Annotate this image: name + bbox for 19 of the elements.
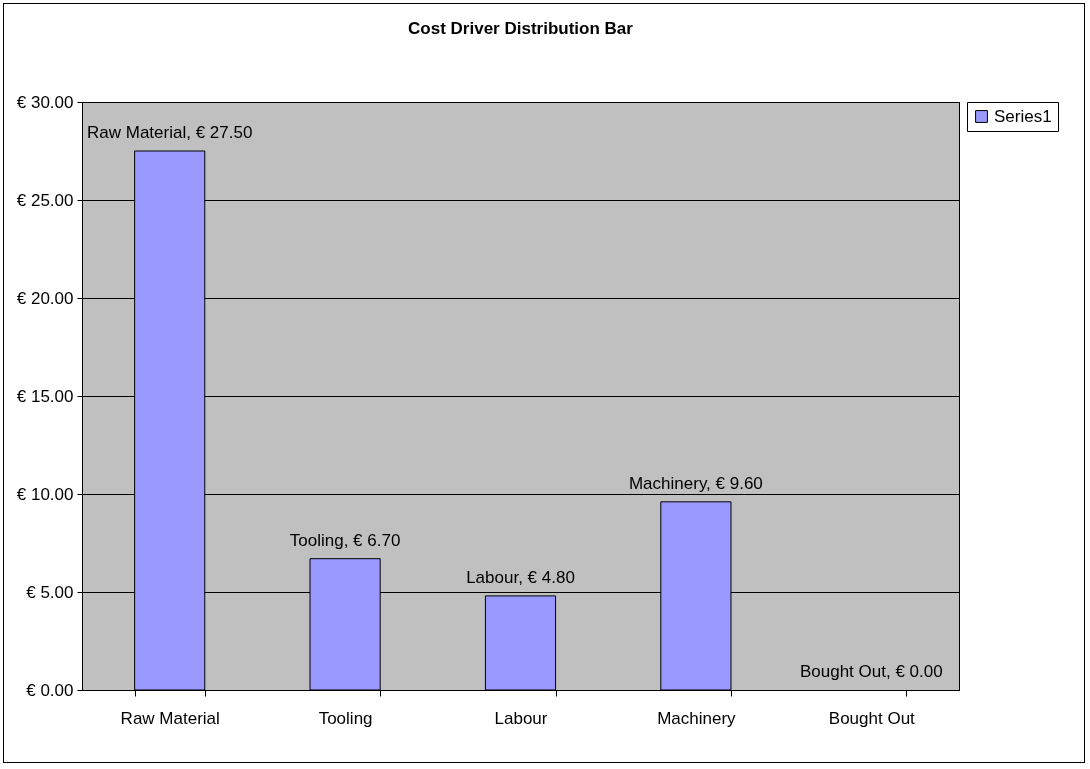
x-tick-label: Raw Material	[120, 708, 220, 728]
y-tick-label: € 5.00	[26, 582, 74, 602]
x-tick-label: Machinery	[657, 708, 737, 728]
x-tick-label: Labour	[494, 708, 548, 728]
x-tick-label: Tooling	[318, 708, 373, 728]
data-label: Machinery, € 9.60	[628, 473, 763, 493]
y-tick-label: € 30.00	[16, 92, 74, 112]
y-tick-label: € 20.00	[16, 288, 74, 308]
y-tick-label: € 0.00	[26, 680, 74, 700]
y-tick-label: € 15.00	[16, 386, 74, 406]
chart-title: Cost Driver Distribution Bar	[408, 19, 634, 38]
x-tick-label: Bought Out	[828, 708, 916, 728]
data-label: Tooling, € 6.70	[289, 530, 401, 550]
data-label: Raw Material, € 27.50	[87, 123, 253, 142]
data-label: Bought Out, € 0.00	[799, 662, 943, 681]
data-label: Labour, € 4.80	[466, 567, 575, 587]
y-tick-label: € 25.00	[16, 190, 74, 210]
legend-label: Series1	[994, 106, 1052, 126]
y-tick-label: € 10.00	[16, 484, 74, 504]
